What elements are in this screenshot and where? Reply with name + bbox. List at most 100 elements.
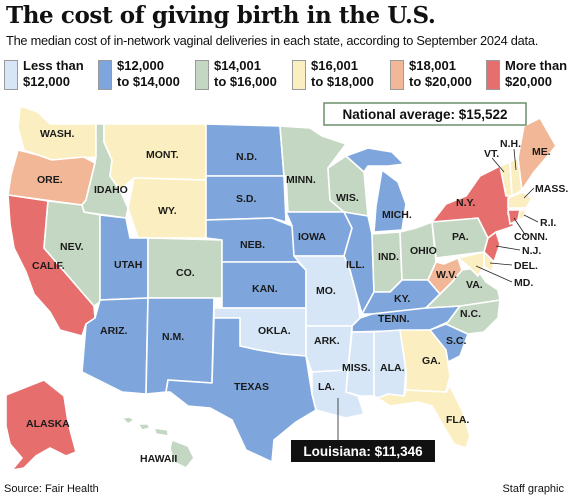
label-wash: WASH. <box>40 128 75 140</box>
label-ri: R.I. <box>540 217 556 229</box>
label-ind: IND. <box>378 251 399 263</box>
label-iowa: IOWA <box>298 231 326 243</box>
source-note: Source: Fair Health <box>4 483 99 495</box>
leader-nh <box>513 148 517 171</box>
hawaii-island-oahu <box>137 423 151 431</box>
label-vt: VT. <box>484 148 499 160</box>
label-kan: KAN. <box>252 283 278 295</box>
label-conn: CONN. <box>514 231 548 243</box>
state-wv <box>427 257 463 295</box>
legend-swatch <box>195 60 209 90</box>
national-average-text: National average: $15,522 <box>342 107 507 122</box>
label-mo: MO. <box>316 285 336 297</box>
louisiana-box <box>291 440 435 462</box>
label-ala: ALA. <box>380 362 405 374</box>
label-texas: TEXAS <box>234 381 269 393</box>
legend-label: Less than $12,000 <box>23 58 84 89</box>
leader-md <box>475 265 513 283</box>
label-del: DEL. <box>514 260 538 272</box>
hawaii-island-big <box>169 439 195 469</box>
label-ariz: ARIZ. <box>100 325 127 337</box>
hawaii-island-maui <box>153 427 169 437</box>
legend-swatch <box>98 60 112 90</box>
state-md <box>457 251 485 277</box>
state-nm <box>145 297 215 395</box>
label-hawaii: HAWAII <box>140 453 177 465</box>
label-wv: W.V. <box>436 269 457 281</box>
label-nc: N.C. <box>460 308 481 320</box>
map-title: The cost of giving birth in the U.S. <box>6 2 436 29</box>
label-ore: ORE. <box>37 174 63 186</box>
legend-swatch <box>486 60 500 90</box>
label-okla: OKLA. <box>258 325 291 337</box>
label-neb: NEB. <box>240 239 265 251</box>
leader-conn <box>513 217 527 237</box>
label-wis: WIS. <box>336 192 359 204</box>
leader-ri <box>523 214 539 223</box>
leader-vt <box>491 157 505 173</box>
label-nm: N.M. <box>162 331 184 343</box>
national-average-callout: National average: $15,522 <box>323 102 527 126</box>
label-ny: N.Y. <box>456 197 475 209</box>
label-nd: N.D. <box>236 151 257 163</box>
state-me <box>517 117 557 191</box>
label-ill: ILL. <box>346 259 365 271</box>
national-average-box <box>323 102 527 126</box>
label-mass: MASS. <box>535 183 568 195</box>
louisiana-text: Louisiana: $11,346 <box>303 444 423 459</box>
label-nj: N.J. <box>522 245 541 257</box>
label-sc: S.C. <box>446 335 467 347</box>
label-ga: GA. <box>422 355 441 367</box>
label-va: VA. <box>466 279 483 291</box>
legend: Less than $12,000 $12,000 to $14,000 $14… <box>4 58 570 92</box>
state-hawaii <box>121 416 195 469</box>
louisiana-callout: Louisiana: $11,346 <box>291 440 435 462</box>
legend-label: $18,001 to $20,000 <box>409 58 472 89</box>
label-me: ME. <box>532 146 551 158</box>
label-sd: S.D. <box>236 193 257 205</box>
state-fla <box>377 385 471 449</box>
legend-swatch <box>390 60 404 90</box>
state-nd <box>205 123 285 177</box>
label-ohio: OHIO <box>410 245 437 257</box>
state-ill <box>343 211 375 315</box>
state-mich <box>373 169 407 233</box>
state-alaska <box>5 379 77 471</box>
label-alaska: ALASKA <box>26 418 70 430</box>
legend-label: $12,000 to $14,000 <box>117 58 180 89</box>
leader-nj <box>495 245 521 251</box>
label-ark: ARK. <box>314 335 340 347</box>
map-subtitle: The median cost of in-network vaginal de… <box>6 33 539 48</box>
legend-label: $14,001 to $16,000 <box>214 58 277 89</box>
label-tenn: TENN. <box>378 313 410 325</box>
label-co: CO. <box>176 267 195 279</box>
us-map: WASH. ORE. CALIF. IDAHO NEV. MONT. WY. U… <box>5 102 568 471</box>
leader-del <box>489 262 513 266</box>
state-mich-up <box>345 147 405 173</box>
label-minn: MINN. <box>286 174 316 186</box>
label-utah: UTAH <box>114 259 142 271</box>
label-wy: WY. <box>158 205 177 217</box>
leader-lines <box>337 148 539 440</box>
credit-note: Staff graphic <box>502 483 564 495</box>
state-texas <box>165 317 317 463</box>
label-mont: MONT. <box>146 149 179 161</box>
label-ky: KY. <box>394 293 410 305</box>
label-calif: CALIF. <box>32 260 65 272</box>
hawaii-island-kauai <box>121 416 135 425</box>
label-idaho: IDAHO <box>94 184 128 196</box>
legend-label: $16,001 to $18,000 <box>311 58 374 89</box>
state-ri <box>517 209 527 221</box>
label-md: MD. <box>514 277 533 289</box>
legend-swatch <box>292 60 306 90</box>
state-nj <box>483 231 501 263</box>
label-pa: PA. <box>452 231 469 243</box>
label-nh: N.H. <box>500 138 521 150</box>
label-miss: MISS. <box>342 362 371 374</box>
label-fla: FLA. <box>446 414 469 426</box>
leader-mass <box>523 187 535 199</box>
label-la: LA. <box>318 381 335 393</box>
label-mich: MICH. <box>382 209 412 221</box>
legend-label: More than $20,000 <box>505 58 568 89</box>
legend-swatch <box>4 60 18 90</box>
